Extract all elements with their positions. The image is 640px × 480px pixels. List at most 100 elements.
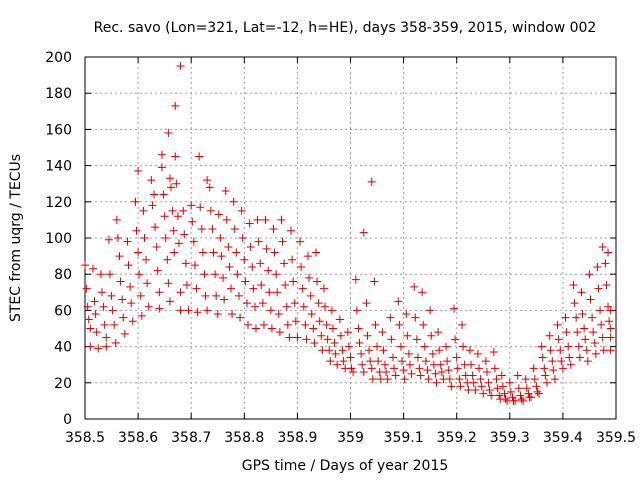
data-point [506, 387, 515, 396]
data-point [172, 179, 181, 188]
data-point [495, 391, 504, 400]
data-point [412, 335, 421, 344]
data-point [237, 206, 246, 215]
data-point [110, 320, 119, 329]
data-point [362, 299, 371, 308]
data-point [97, 288, 106, 297]
data-point [604, 248, 613, 257]
data-point [459, 342, 468, 351]
data-point [335, 315, 344, 324]
data-point [402, 310, 411, 319]
data-point [214, 210, 223, 219]
data-point [477, 382, 486, 391]
y-tick-label: 140 [45, 159, 72, 175]
data-point [578, 310, 587, 319]
data-point [219, 273, 228, 282]
data-point [371, 320, 380, 329]
data-point [163, 255, 172, 264]
data-point [208, 224, 217, 233]
data-point [115, 252, 124, 261]
data-point [233, 270, 242, 279]
data-point [541, 371, 550, 380]
data-point [428, 349, 437, 358]
data-point [549, 366, 558, 375]
data-point [291, 317, 300, 326]
data-point [436, 360, 445, 369]
data-point [150, 190, 159, 199]
data-point [558, 364, 567, 373]
data-point [497, 371, 506, 380]
data-point [142, 255, 151, 264]
data-point [437, 367, 446, 376]
data-point [104, 235, 113, 244]
data-point [242, 299, 251, 308]
data-point [257, 281, 266, 290]
data-point [443, 357, 452, 366]
data-point [221, 186, 230, 195]
data-point [174, 239, 183, 248]
data-point [399, 366, 408, 375]
data-point [112, 215, 121, 224]
data-point [388, 353, 397, 362]
data-point [176, 288, 185, 297]
data-point [256, 259, 265, 268]
data-point [501, 395, 510, 404]
data-point [444, 366, 453, 375]
data-point [81, 261, 89, 270]
y-tick-label: 20 [54, 376, 72, 392]
data-point [485, 386, 494, 395]
data-point [250, 302, 259, 311]
data-point [475, 364, 484, 373]
data-point [582, 346, 591, 355]
y-tick-label: 0 [63, 412, 72, 428]
data-point [211, 270, 220, 279]
data-point [338, 346, 347, 355]
data-point [314, 299, 323, 308]
data-point [84, 315, 93, 324]
y-tick-label: 60 [54, 303, 72, 319]
data-point [283, 320, 292, 329]
data-point [351, 275, 360, 284]
data-point [333, 360, 342, 369]
data-point [155, 304, 164, 313]
data-point [487, 391, 496, 400]
x-tick-label: 358.9 [277, 430, 317, 446]
y-tick-label: 80 [54, 267, 72, 283]
data-point [573, 328, 582, 337]
data-point [599, 346, 608, 355]
data-point [358, 360, 367, 369]
data-point [222, 215, 231, 224]
data-point [264, 266, 273, 275]
data-point [407, 369, 416, 378]
data-point [479, 389, 488, 398]
data-point [331, 349, 340, 358]
data-point [354, 324, 363, 333]
data-point [467, 360, 476, 369]
data-point [181, 259, 190, 268]
data-point [200, 270, 209, 279]
data-point [517, 395, 526, 404]
data-point [157, 150, 166, 159]
data-point [597, 320, 606, 329]
data-point [545, 331, 554, 340]
data-point [167, 183, 176, 192]
data-point [273, 288, 282, 297]
data-point [293, 333, 302, 342]
data-point [330, 338, 339, 347]
data-point [572, 313, 581, 322]
data-point [180, 230, 189, 239]
data-point [553, 320, 562, 329]
data-point [92, 328, 101, 337]
data-point [339, 357, 348, 366]
data-point [588, 313, 597, 322]
data-point [357, 349, 366, 358]
data-point [556, 346, 565, 355]
data-point [322, 320, 331, 329]
y-tick-label: 200 [45, 50, 72, 66]
data-point [569, 281, 578, 290]
data-point [313, 277, 322, 286]
data-point [352, 306, 361, 315]
data-point [161, 234, 170, 242]
data-point [490, 364, 499, 373]
